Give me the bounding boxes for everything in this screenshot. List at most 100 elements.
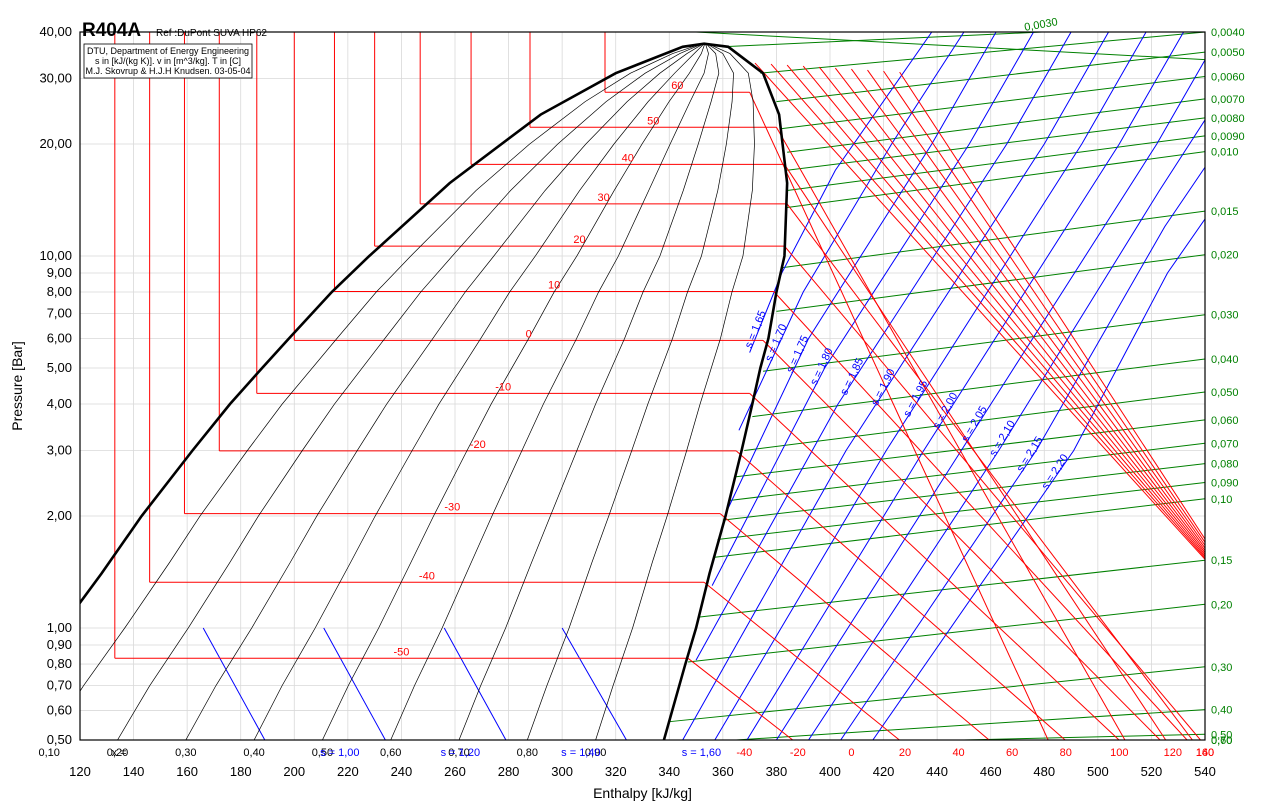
isochore-label: 0,70 [1211,735,1232,747]
isotherm-label: -40 [419,570,435,582]
y-ticks: 0,500,600,700,800,901,002,003,004,005,00… [39,24,72,747]
isotherm-label: 40 [622,152,634,164]
svg-text:520: 520 [1141,764,1163,779]
svg-text:20,00: 20,00 [39,136,72,151]
svg-text:120: 120 [69,764,91,779]
isotherm-label: 20 [573,234,585,246]
isochore-label: 0,050 [1211,387,1239,399]
svg-text:280: 280 [498,764,520,779]
info-line: s in [kJ/(kg K)]. v in [m^3/kg]. T in [C… [95,56,241,66]
svg-text:10,00: 10,00 [39,248,72,263]
isochore-label: 0,0030 [1023,16,1058,34]
isentrope-label: s = 1,60 [682,747,721,759]
isotherms [115,32,1269,740]
isochore-label: 0,15 [1211,555,1232,567]
chart-title: R404A [82,20,141,41]
info-line: DTU, Department of Energy Engineering [87,46,249,56]
isochore-label: 0,0040 [1211,27,1245,39]
isotherm-sh-label: 40 [952,747,964,759]
svg-text:220: 220 [337,764,359,779]
isotherm-label: 0 [526,328,532,340]
isotherm-label: 30 [598,192,610,204]
isochore-label: 0,020 [1211,250,1239,262]
info-line: M.J. Skovrup & H.J.H Knudsen. 03-05-04 [85,66,250,76]
svg-text:540: 540 [1194,764,1216,779]
quality-label: 0,10 [38,747,59,759]
quality-label: 0,20 [107,747,128,759]
isotherm-sh-label: 0 [848,747,854,759]
svg-text:1,00: 1,00 [47,620,72,635]
svg-text:360: 360 [712,764,734,779]
x-axis-label: Enthalpy [kJ/kg] [593,785,692,801]
isentrope-sh-label: s = 2,05 [959,404,989,444]
svg-text:160: 160 [176,764,198,779]
isochore-label: 0,40 [1211,705,1232,717]
isotherm-sh-label: -20 [790,747,806,759]
quality-label: 0,40 [243,747,264,759]
x-ticks: 1201401601802002202402602803003203403603… [69,764,1216,779]
svg-text:5,00: 5,00 [47,360,72,375]
chart-subtitle: Ref :DuPont SUVA HP62 [156,28,267,39]
svg-text:400: 400 [819,764,841,779]
svg-text:8,00: 8,00 [47,284,72,299]
svg-text:380: 380 [766,764,788,779]
svg-text:300: 300 [551,764,573,779]
isochore-label: 0,060 [1211,415,1239,427]
svg-text:7,00: 7,00 [47,306,72,321]
isotherm-sh-label: 20 [899,747,911,759]
isentrope-sh-label: s = 2,15 [1014,434,1045,474]
isotherm-sh-label: -40 [736,747,752,759]
svg-text:180: 180 [230,764,252,779]
isochore-label: 0,0080 [1211,113,1245,125]
svg-text:460: 460 [980,764,1002,779]
isentrope-label: s = 1,20 [441,747,480,759]
plot-border [80,32,1205,740]
isochore-label: 0,010 [1211,147,1239,159]
svg-text:440: 440 [926,764,948,779]
isochore-label: 0,080 [1211,459,1239,471]
isotherm-label: -10 [495,381,511,393]
svg-text:6,00: 6,00 [47,331,72,346]
isochore-label: 0,090 [1211,477,1239,489]
isotherm-label: -50 [393,646,409,658]
isochore-label: 0,070 [1211,438,1239,450]
svg-text:40,00: 40,00 [39,24,72,39]
y-axis-label: Pressure [Bar] [9,341,25,430]
isochore-label: 0,30 [1211,662,1232,674]
svg-text:260: 260 [444,764,466,779]
isentropes [683,32,1246,740]
svg-text:480: 480 [1033,764,1055,779]
quality-lines [49,45,754,740]
isotherm-label: -20 [470,439,486,451]
quality-label: 0,30 [175,747,196,759]
isochore-label: 0,015 [1211,206,1239,218]
svg-text:4,00: 4,00 [47,396,72,411]
chart-svg: 1201401601802002202402602803003203403603… [0,0,1269,812]
isotherm-sh-label: 80 [1060,747,1072,759]
ph-diagram: 1201401601802002202402602803003203403603… [0,0,1269,812]
svg-text:500: 500 [1087,764,1109,779]
isentrope-sh-label: s = 2,10 [987,419,1018,459]
isotherm-label: -30 [444,502,460,514]
isentrope-label: s = 1,00 [320,747,359,759]
svg-text:0,60: 0,60 [47,703,72,718]
isentrope-sh-label: s = 1,75 [784,334,811,375]
svg-text:0,80: 0,80 [47,656,72,671]
svg-text:0,50: 0,50 [47,732,72,747]
quality-label: 0,80 [517,747,538,759]
isotherm-label: 50 [647,115,659,127]
isotherm-sh-label: 60 [1006,747,1018,759]
isochore-label: 0,040 [1211,354,1239,366]
isotherm-sh-label: 120 [1164,747,1182,759]
grid [80,32,1205,740]
isochore-label: 0,030 [1211,310,1239,322]
svg-text:420: 420 [873,764,895,779]
isochore-label: 0,0050 [1211,47,1245,59]
isentrope-sh-label: s = 1,80 [808,346,836,387]
svg-text:9,00: 9,00 [47,265,72,280]
isochore-label: 0,20 [1211,599,1232,611]
isochore-label: 0,0060 [1211,71,1245,83]
isentrope-sh-label: s = 1,85 [838,356,866,397]
svg-text:3,00: 3,00 [47,443,72,458]
isochore-label: 0,0070 [1211,94,1245,106]
